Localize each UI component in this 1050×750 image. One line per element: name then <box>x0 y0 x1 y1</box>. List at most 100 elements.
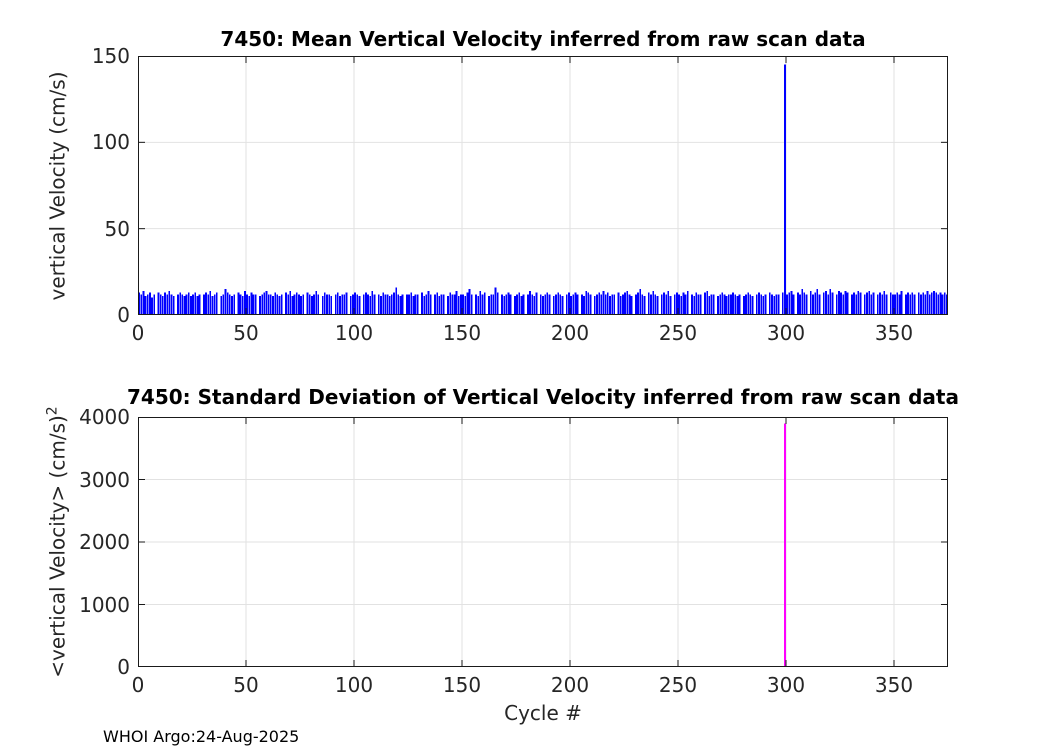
bar <box>341 294 343 315</box>
bar <box>412 296 415 315</box>
bar <box>410 292 413 315</box>
bar <box>930 292 933 315</box>
bar <box>356 294 359 315</box>
bar <box>213 294 216 315</box>
bar <box>851 294 853 315</box>
bar <box>460 294 462 315</box>
bar <box>721 292 724 315</box>
bar <box>516 294 518 315</box>
bar <box>656 296 659 315</box>
bar <box>343 294 346 315</box>
bar <box>544 294 547 315</box>
bar <box>157 292 160 315</box>
bar <box>179 292 181 315</box>
bar <box>328 294 331 315</box>
bar <box>797 292 799 315</box>
axes-box <box>138 56 948 315</box>
bar <box>863 294 866 315</box>
bar <box>177 294 179 315</box>
bar <box>466 292 469 315</box>
bar <box>533 296 536 315</box>
bar <box>272 296 274 315</box>
bar <box>762 296 765 315</box>
bar <box>781 292 784 315</box>
bar <box>470 294 473 315</box>
bar <box>352 294 354 315</box>
bar <box>518 292 521 315</box>
bar <box>831 292 834 315</box>
bar <box>365 292 367 315</box>
bar <box>246 294 248 315</box>
bar <box>559 294 562 315</box>
mean-chart-title: 7450: Mean Vertical Velocity inferred fr… <box>220 27 866 51</box>
bar <box>680 296 683 315</box>
bar <box>717 296 719 315</box>
bar <box>859 292 862 315</box>
bar <box>395 287 397 315</box>
bar <box>323 292 326 315</box>
bar <box>576 294 579 315</box>
bar <box>401 294 404 315</box>
bar <box>222 294 225 315</box>
x-tick-label: 300 <box>766 673 806 697</box>
bar <box>760 294 763 315</box>
bar <box>799 294 801 315</box>
bar <box>606 292 609 315</box>
bar <box>291 296 294 315</box>
bar <box>892 294 894 315</box>
bar <box>622 294 624 315</box>
bar <box>637 292 639 315</box>
x-tick-label: 250 <box>658 673 698 697</box>
bar <box>194 292 197 315</box>
bar <box>704 292 706 315</box>
mean-chart-ylabel: vertical Velocity (cm/s) <box>45 72 69 301</box>
bar <box>663 292 665 315</box>
bar <box>768 292 771 315</box>
bar <box>187 292 190 315</box>
bar <box>872 292 875 315</box>
bar <box>665 294 667 315</box>
bar <box>900 290 903 315</box>
bar <box>442 294 445 315</box>
bar <box>773 296 775 315</box>
bar <box>220 296 223 315</box>
bar <box>676 292 678 315</box>
std-chart-plot-area <box>138 417 948 667</box>
bar <box>373 294 376 315</box>
bar <box>265 290 268 315</box>
bar <box>455 290 458 315</box>
bar <box>788 292 791 315</box>
bar <box>667 290 670 315</box>
bar <box>509 294 512 315</box>
std-chart-title: 7450: Standard Deviation of Vertical Vel… <box>127 385 959 409</box>
bar <box>153 294 156 315</box>
bar <box>548 294 551 315</box>
x-tick-label: 300 <box>766 321 806 345</box>
bar <box>475 294 477 315</box>
bar <box>706 290 709 315</box>
bar <box>883 290 886 315</box>
bar <box>866 292 868 315</box>
bar <box>453 294 456 315</box>
bar <box>488 296 490 315</box>
bar <box>736 296 739 315</box>
bar <box>641 294 644 315</box>
bar <box>369 296 372 315</box>
mean-chart-plot-area <box>138 56 948 315</box>
bar <box>358 296 361 315</box>
bar <box>835 294 838 315</box>
bar <box>738 294 741 315</box>
bar <box>278 296 281 315</box>
bar <box>561 296 564 315</box>
bar <box>146 294 149 315</box>
bar <box>367 294 369 315</box>
bar <box>244 290 246 315</box>
bar <box>909 294 912 315</box>
bar <box>937 294 940 315</box>
bar <box>276 294 279 315</box>
x-tick-label: 0 <box>131 673 145 697</box>
bar <box>570 296 572 315</box>
bar <box>254 294 257 315</box>
bar <box>192 294 194 315</box>
bar <box>747 292 750 315</box>
